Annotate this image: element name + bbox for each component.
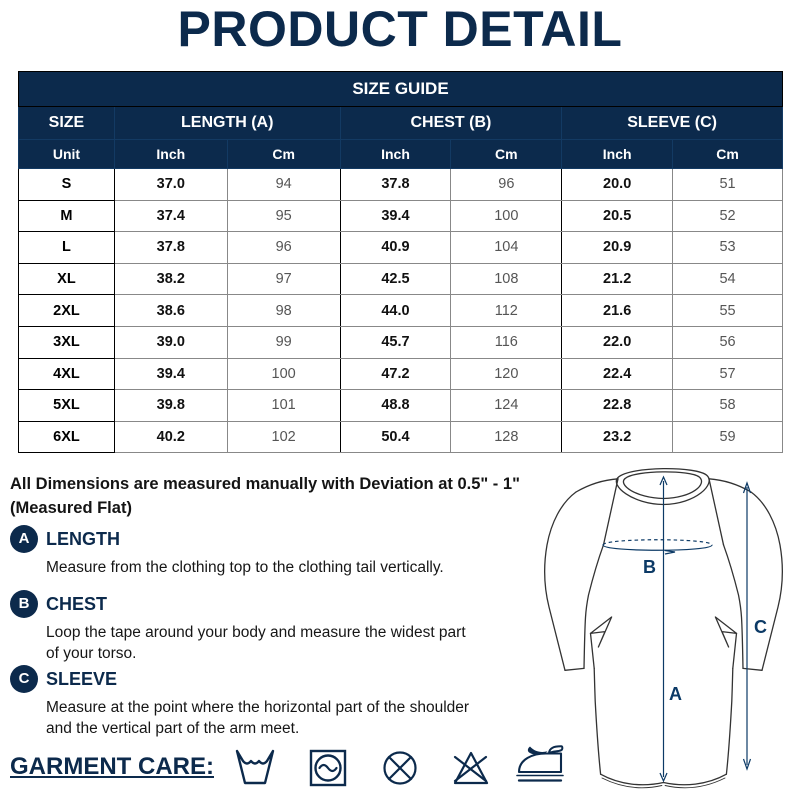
svg-text:C: C (754, 617, 767, 637)
svg-text:A: A (669, 684, 682, 704)
svg-text:B: B (643, 557, 656, 577)
